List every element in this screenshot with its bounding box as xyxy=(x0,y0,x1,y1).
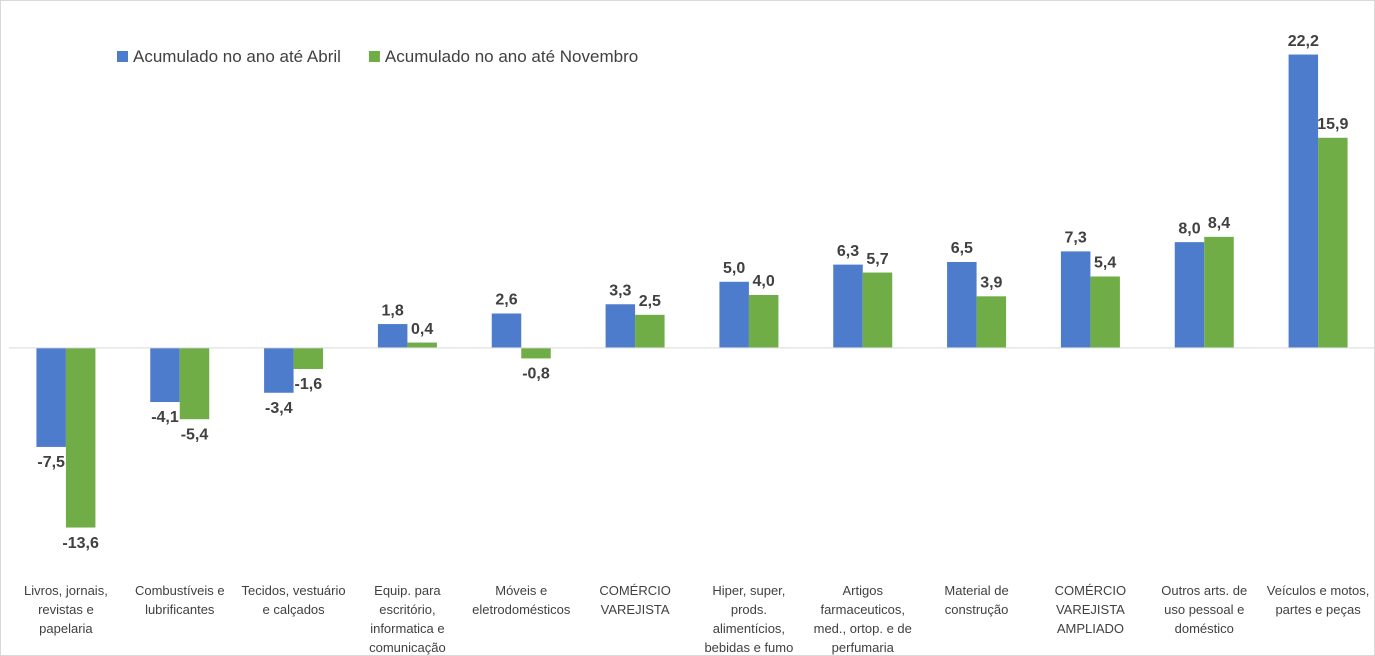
bar xyxy=(179,347,210,420)
data-label: 8,0 xyxy=(1178,220,1200,237)
bar xyxy=(491,313,522,348)
data-label: 3,3 xyxy=(609,282,631,299)
bar xyxy=(1318,137,1348,348)
data-label: 8,4 xyxy=(1208,215,1230,232)
x-tick-label: Hiper, super, prods. alimentícios, bebidas … xyxy=(704,583,793,655)
data-label: -4,1 xyxy=(151,409,179,426)
x-tick-label: Material de construção xyxy=(944,583,1008,617)
data-label: 22,2 xyxy=(1288,33,1319,50)
x-tick-label: Artigos farmaceuticos, med., ortop. e de pe… xyxy=(814,583,912,655)
x-tick-label: Combustíveis e lubrificantes xyxy=(135,583,225,617)
bar xyxy=(976,296,1007,348)
data-label: 15,9 xyxy=(1317,116,1348,133)
data-label: 4,0 xyxy=(753,273,775,290)
data-label: 2,5 xyxy=(639,293,661,310)
x-tick-label: Veículos e motos, partes e peças xyxy=(1267,583,1370,617)
data-label: 6,5 xyxy=(951,240,973,257)
data-label: -0,8 xyxy=(522,366,550,383)
bar xyxy=(1060,251,1091,348)
bar xyxy=(264,347,294,393)
data-label: -5,4 xyxy=(181,426,209,443)
data-label: 5,0 xyxy=(723,260,745,277)
x-tick-label: Livros, jornais, revistas e papelaria xyxy=(24,583,108,636)
x-tick-label: COMÉRCIO VAREJISTA AMPLIADO xyxy=(1055,583,1127,636)
data-label: -1,6 xyxy=(295,376,323,393)
x-tick-label: COMÉRCIO VAREJISTA xyxy=(599,583,671,617)
bar xyxy=(947,261,977,348)
data-label: -3,4 xyxy=(265,400,293,417)
bar xyxy=(1090,276,1120,348)
bar xyxy=(605,304,636,348)
data-label: 2,6 xyxy=(495,292,517,309)
data-label: 7,3 xyxy=(1065,230,1087,247)
x-tick-label: Móveis e eletrodomésticos xyxy=(472,583,571,617)
x-tick-label: Outros arts. de uso pessoal e doméstico xyxy=(1161,583,1247,636)
bar xyxy=(833,264,863,348)
data-label: 6,3 xyxy=(837,243,859,260)
bar xyxy=(1204,236,1234,348)
bar xyxy=(150,347,180,403)
data-label: 5,7 xyxy=(866,251,888,268)
data-label: -13,6 xyxy=(62,535,99,552)
data-label: 1,8 xyxy=(382,302,404,319)
bar xyxy=(635,314,665,348)
bar xyxy=(862,272,893,348)
bar xyxy=(748,295,779,348)
legend-label: Acumulado no ano até Novembro xyxy=(385,47,638,66)
x-tick-label: Tecidos, vestuário e calçados xyxy=(242,583,346,617)
bar xyxy=(407,342,437,348)
x-tick-label: Equip. para escritório, informatica e comun… xyxy=(369,583,446,655)
data-label: -7,5 xyxy=(37,454,65,471)
data-label: 0,4 xyxy=(411,321,433,338)
bar xyxy=(377,324,408,348)
bar xyxy=(36,347,66,447)
data-label: 3,9 xyxy=(980,275,1002,292)
bar xyxy=(719,281,749,348)
data-label: 5,4 xyxy=(1094,255,1116,272)
legend-swatch xyxy=(117,51,128,62)
legend-label: Acumulado no ano até Abril xyxy=(133,47,341,66)
bar xyxy=(293,347,324,369)
bar xyxy=(65,347,96,528)
bar xyxy=(521,347,551,359)
bar xyxy=(1174,242,1205,348)
legend-swatch xyxy=(368,51,380,62)
bar xyxy=(1288,54,1319,348)
